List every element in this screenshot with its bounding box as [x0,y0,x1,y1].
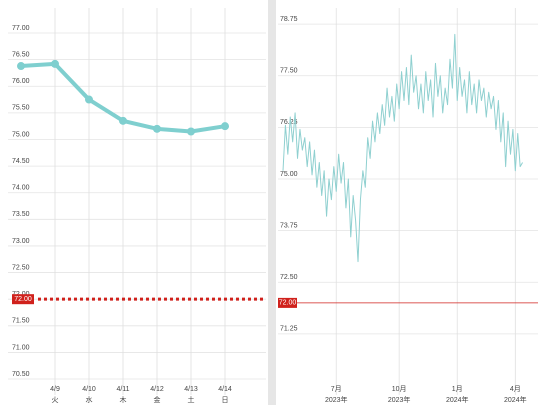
y-tick-label: 75.00 [12,131,30,138]
x-tick-label: 4/12 [150,386,164,393]
reference-label-box [278,297,297,308]
x-tick-label: 4/9 [50,386,60,393]
data-line [282,33,524,263]
reference-label-box [12,294,34,305]
y-tick-label: 72.50 [280,274,298,281]
y-tick-label: 72.50 [12,264,30,271]
reference-label: 72.00 [14,296,32,303]
x-tick-label: 4/11 [116,386,129,393]
x-tick-sublabel: 2024年 [504,395,527,404]
y-tick-label: 73.00 [12,238,30,245]
y-tick-label: 77.50 [280,68,298,75]
y-tick-label: 71.00 [12,344,30,351]
data-point [51,59,59,68]
y-tick-label: 73.50 [12,211,30,218]
y-tick-label: 70.50 [12,371,30,378]
panel-divider [268,0,276,405]
y-tick-label: 75.00 [280,171,298,178]
y-tick-label: 78.75 [280,16,298,23]
x-tick-sublabel: 木 [120,395,127,404]
data-point [187,127,195,136]
x-tick-label: 1月 [452,385,463,393]
data-point [17,62,25,71]
x-tick-label: 4/10 [82,386,96,393]
y-tick-label: 74.50 [12,158,30,165]
x-tick-sublabel: 日 [222,396,229,404]
x-tick-label: 7月 [331,385,342,393]
y-tick-label: 76.50 [12,51,30,58]
data-point [119,116,127,125]
x-tick-sublabel: 水 [86,395,93,404]
reference-label: 72.00 [279,300,297,307]
x-tick-sublabel: 火 [52,396,59,404]
y-tick-label: 76.25 [280,119,298,126]
y-tick-label: 73.75 [280,222,298,229]
x-tick-sublabel: 2024年 [446,395,469,404]
x-tick-label: 4月 [510,385,521,393]
x-tick-sublabel: 2023年 [388,395,411,404]
data-point [153,124,161,133]
x-tick-label: 4/13 [184,386,198,393]
y-tick-label: 76.00 [12,78,30,85]
y-tick-label: 74.00 [12,185,30,192]
y-tick-label: 71.50 [12,318,30,325]
y-tick-label: 77.00 [12,25,30,32]
x-tick-sublabel: 土 [188,395,195,404]
x-tick-sublabel: 2023年 [325,395,348,404]
y-tick-label: 71.25 [280,326,298,333]
data-point [85,95,93,104]
data-point [221,122,229,131]
x-tick-label: 4/14 [218,386,232,393]
x-tick-sublabel: 金 [154,395,161,404]
x-tick-label: 10月 [392,385,407,393]
y-tick-label: 75.50 [12,105,30,112]
